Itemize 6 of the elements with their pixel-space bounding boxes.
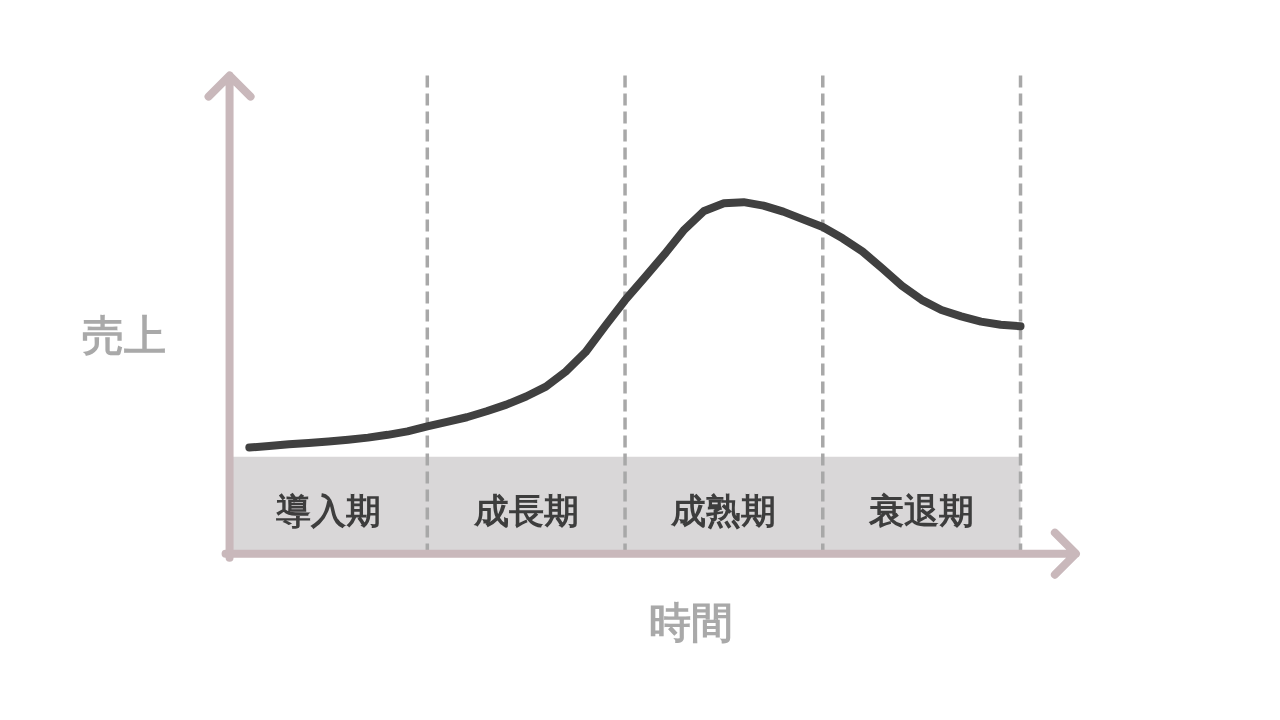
x-axis-title: 時間 xyxy=(648,598,733,648)
x-tick-label: 導入期 xyxy=(274,490,381,531)
y-axis-title: 売上 xyxy=(81,311,166,361)
x-tick-label: 成長期 xyxy=(472,490,579,531)
x-tick-label: 衰退期 xyxy=(868,490,975,531)
x-tick-label: 成熟期 xyxy=(670,490,777,531)
